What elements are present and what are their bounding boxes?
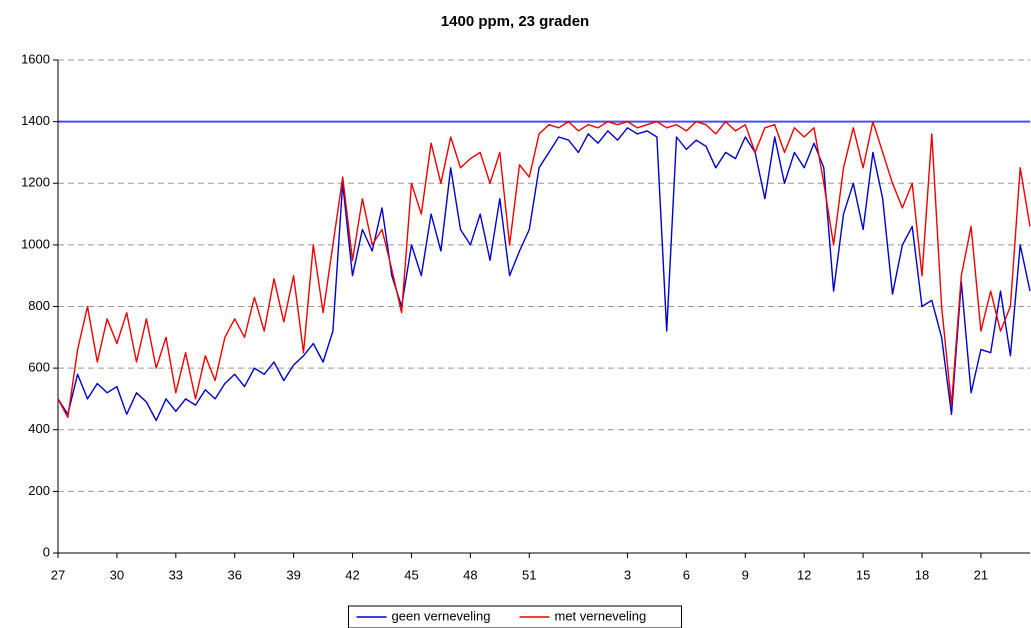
x-tick-label: 15 — [856, 567, 870, 582]
y-tick-label: 0 — [43, 544, 50, 559]
series-line — [57, 120, 1031, 419]
y-tick-label: 600 — [28, 360, 50, 375]
x-tick-label: 39 — [286, 567, 300, 582]
x-tick-label: 30 — [110, 567, 124, 582]
x-tick-label: 42 — [345, 567, 359, 582]
legend-label: geen verneveling — [392, 608, 491, 623]
y-tick-label: 1600 — [21, 51, 50, 66]
y-tick-label: 1000 — [21, 236, 50, 251]
x-tick-label: 45 — [404, 567, 418, 582]
x-tick-label: 6 — [683, 567, 690, 582]
x-tick-label: 51 — [522, 567, 536, 582]
y-tick-label: 1200 — [21, 175, 50, 190]
x-tick-label: 48 — [463, 567, 477, 582]
y-tick-label: 1400 — [21, 113, 50, 128]
x-tick-label: 27 — [51, 567, 65, 582]
y-tick-label: 800 — [28, 298, 50, 313]
x-tick-label: 21 — [974, 567, 988, 582]
legend-label: met verneveling — [555, 608, 647, 623]
x-tick-label: 12 — [797, 567, 811, 582]
x-tick-label: 9 — [742, 567, 749, 582]
chart-title: 1400 ppm, 23 graden — [441, 13, 589, 30]
x-tick-label: 18 — [915, 567, 929, 582]
y-tick-label: 200 — [28, 483, 50, 498]
y-tick-label: 400 — [28, 421, 50, 436]
series-line — [57, 127, 1031, 422]
x-tick-label: 3 — [624, 567, 631, 582]
legend-box — [348, 605, 682, 628]
x-tick-label: 36 — [227, 567, 241, 582]
x-tick-label: 33 — [169, 567, 183, 582]
